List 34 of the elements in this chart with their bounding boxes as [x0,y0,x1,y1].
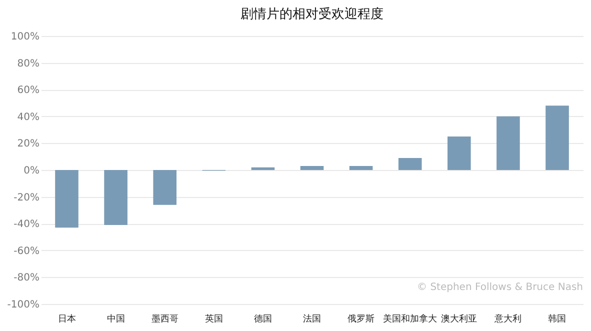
y-tick-label: -100% [7,300,40,310]
bar [300,166,324,170]
x-tick-label: 墨西哥 [151,314,178,324]
bar [104,170,128,225]
x-tick-label: 美国和加拿大 [383,314,438,324]
bar [153,170,176,205]
y-tick-label: -80% [14,272,40,284]
bar [448,136,471,170]
x-tick-label: 意大利 [494,314,522,324]
x-tick-label: 韩国 [548,314,566,324]
y-tick-label: 100% [10,32,40,42]
x-tick-label: 俄罗斯 [348,314,375,324]
y-tick-label: 20% [17,138,40,150]
chart-title: 剧情片的相对受欢迎程度 [240,6,384,22]
x-tick-label: 中国 [106,314,125,324]
y-tick-label: 80% [17,58,40,70]
x-tick-label: 澳大利亚 [441,314,478,324]
x-tick-label: 德国 [254,314,272,324]
bar [546,106,569,170]
y-tick-label: 60% [17,85,40,96]
bar [55,170,78,228]
bar [349,166,373,170]
bar [496,116,520,170]
y-tick-label: 0% [24,166,40,176]
bar [251,167,275,170]
y-tick-label: -40% [14,219,40,230]
y-tick-label: -20% [14,192,40,204]
x-tick-label: 日本 [58,314,76,324]
y-tick-label: 40% [17,112,40,123]
y-tick-label: -60% [14,246,40,257]
x-tick-label: 英国 [204,314,223,324]
bar [398,158,422,170]
annotation: © Stephen Follows & Bruce Nash [417,282,583,293]
x-tick-label: 法国 [303,314,321,324]
